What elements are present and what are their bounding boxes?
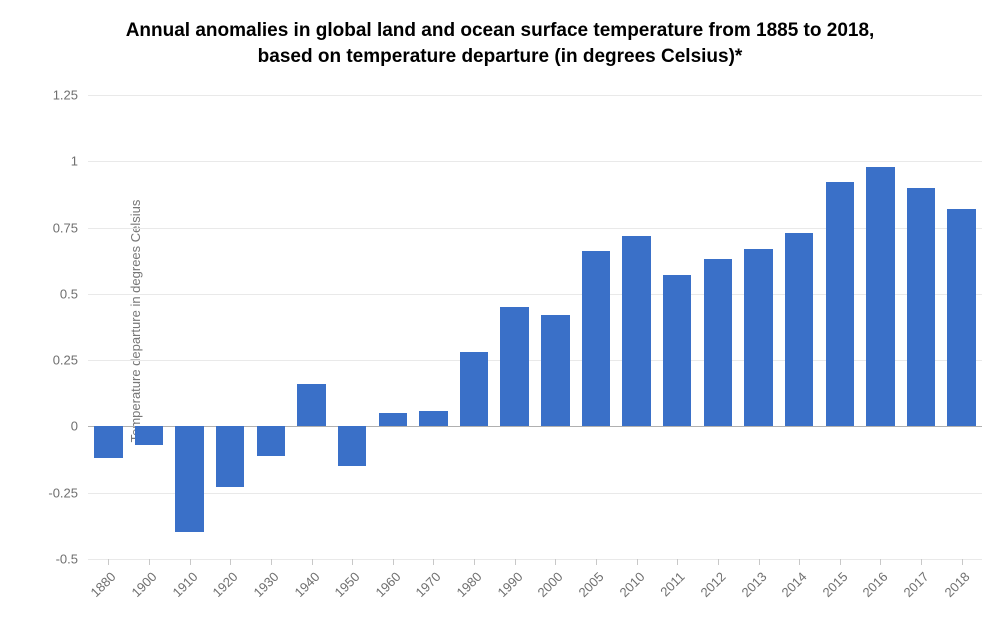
y-tick-label: 1 [71, 154, 78, 169]
bar [541, 315, 569, 426]
x-tick-mark [271, 559, 272, 565]
bar [500, 307, 528, 426]
x-tick-mark [637, 559, 638, 565]
x-tick-mark [149, 559, 150, 565]
x-tick-mark [433, 559, 434, 565]
x-tick-label: 2000 [535, 569, 566, 600]
x-tick-mark [880, 559, 881, 565]
x-tick-mark [962, 559, 963, 565]
x-tick-label: 1920 [210, 569, 241, 600]
x-tick-label: 1940 [291, 569, 322, 600]
y-tick-label: -0.5 [56, 552, 78, 567]
x-tick-label: 2012 [697, 569, 728, 600]
bar [785, 233, 813, 427]
plot-area: 1880190019101920193019401950196019701980… [88, 95, 982, 560]
bar [582, 251, 610, 426]
x-tick-label: 2013 [738, 569, 769, 600]
x-tick-label: 1900 [129, 569, 160, 600]
x-tick-mark [555, 559, 556, 565]
bar [257, 426, 285, 455]
x-tick-mark [921, 559, 922, 565]
y-tick-label: 0 [71, 419, 78, 434]
x-tick-label: 1910 [169, 569, 200, 600]
x-tick-label: 1960 [372, 569, 403, 600]
x-tick-mark [474, 559, 475, 565]
bar [379, 413, 407, 426]
y-tick-label: -0.25 [48, 485, 78, 500]
y-tick-label: 0.5 [60, 286, 78, 301]
x-tick-label: 2014 [779, 569, 810, 600]
bar [866, 167, 894, 427]
bar [704, 259, 732, 426]
bar [663, 275, 691, 426]
bar [947, 209, 975, 426]
x-tick-label: 2017 [901, 569, 932, 600]
chart-container: Annual anomalies in global land and ocea… [0, 0, 1000, 641]
x-tick-mark [799, 559, 800, 565]
x-tick-mark [393, 559, 394, 565]
y-tick-label: 0.75 [53, 220, 78, 235]
x-tick-mark [352, 559, 353, 565]
x-tick-label: 2010 [616, 569, 647, 600]
x-tick-mark [312, 559, 313, 565]
bar [622, 236, 650, 427]
x-tick-label: 2011 [657, 569, 687, 599]
x-tick-mark [759, 559, 760, 565]
x-tick-label: 1930 [250, 569, 281, 600]
x-tick-label: 1950 [332, 569, 363, 600]
x-tick-label: 1990 [494, 569, 525, 600]
bar [175, 426, 203, 532]
bar [907, 188, 935, 427]
x-tick-mark [108, 559, 109, 565]
bar [744, 249, 772, 427]
bar [419, 411, 447, 427]
bar [216, 426, 244, 487]
bars-layer [88, 95, 982, 559]
x-tick-mark [596, 559, 597, 565]
x-tick-label: 2016 [860, 569, 891, 600]
y-tick-label: 1.25 [53, 88, 78, 103]
x-tick-label: 2018 [941, 569, 972, 600]
y-tick-label: 0.25 [53, 353, 78, 368]
bar [338, 426, 366, 466]
x-tick-label: 1970 [413, 569, 444, 600]
x-tick-mark [190, 559, 191, 565]
x-tick-label: 2015 [819, 569, 850, 600]
x-tick-mark [840, 559, 841, 565]
chart-title: Annual anomalies in global land and ocea… [0, 18, 1000, 69]
gridline [88, 559, 982, 560]
bar [460, 352, 488, 426]
x-tick-mark [230, 559, 231, 565]
x-tick-label: 1880 [88, 569, 119, 600]
x-tick-mark [515, 559, 516, 565]
x-tick-mark [677, 559, 678, 565]
bar [135, 426, 163, 445]
bar [297, 384, 325, 426]
x-tick-mark [718, 559, 719, 565]
bar [826, 182, 854, 426]
x-tick-label: 1980 [454, 569, 485, 600]
x-tick-label: 2005 [576, 569, 607, 600]
bar [94, 426, 122, 458]
